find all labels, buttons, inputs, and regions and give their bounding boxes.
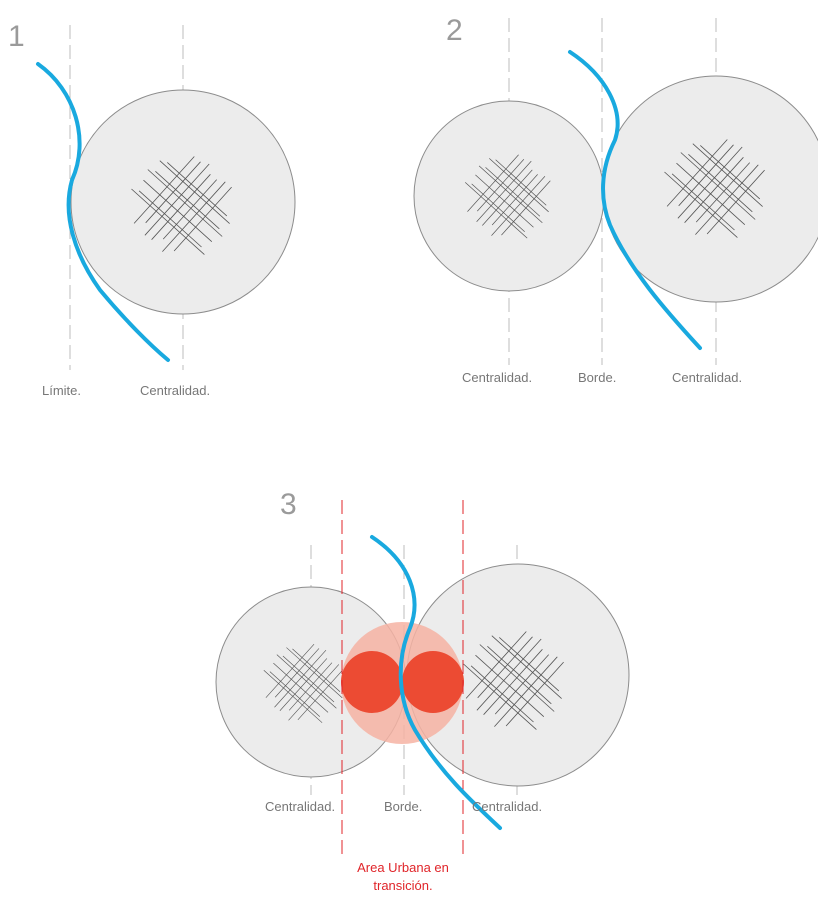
street-line [265,643,315,698]
panel-3-number: 3 [280,488,297,521]
street-line [173,186,232,252]
street-line [476,638,542,711]
panel-1-number: 1 [8,20,25,53]
street-line [695,164,759,235]
street-line [133,156,195,224]
street-line [482,169,533,226]
street-line [666,139,728,207]
panel-2: 2 Centralidad. Borde. Centralidad. [413,14,818,385]
street-line [274,649,327,708]
street-line [494,654,549,715]
street-line [476,160,532,222]
street-grid [131,156,232,255]
label-centralidad-right: Centralidad. [472,799,542,814]
street-line [151,174,211,240]
street-grid-right [664,139,765,238]
border-edge [568,50,702,350]
street-line [279,658,328,711]
transition-label-line-1: Area Urbana en [357,860,449,875]
label-centralidad: Centralidad. [140,383,210,398]
street-line [706,169,765,235]
street-line [677,146,743,219]
street-line [297,668,345,721]
street-line [477,636,533,699]
street-line [477,159,525,212]
limit-edge [36,62,170,362]
street-line [467,154,519,212]
street-line [274,648,320,698]
label-centralidad-right: Centralidad. [672,370,742,385]
street-line [678,144,734,207]
street-line [695,162,750,223]
panel-2-number: 2 [446,14,463,47]
label-borde: Borde. [578,370,616,385]
street-line [144,163,210,236]
street-line [491,176,546,236]
street-line [483,649,543,715]
street-line [684,157,744,223]
street-line [288,662,333,711]
street-line [145,161,201,224]
panel-3: 3 Centralidad. Borde. Centralidad. Area … [215,488,630,893]
street-line [288,664,340,721]
street-grid-left [263,643,345,723]
street-line [162,181,226,252]
transition-label-line-2: transición. [373,878,432,893]
label-limite: Límite. [42,383,81,398]
street-line [501,180,551,236]
panel-1: 1 Límite. Centralidad. [8,20,296,398]
transition-core-left [341,651,403,713]
label-centralidad-left: Centralidad. [462,370,532,385]
label-borde: Borde. [384,799,422,814]
border-edge [370,535,502,830]
street-line [494,656,558,727]
street-line [491,174,538,226]
centrality-circle [70,89,296,315]
street-grid-right [463,631,564,730]
street-line [162,179,217,240]
label-centralidad-left: Centralidad. [265,799,335,814]
street-line [465,631,527,699]
street-line [505,661,564,727]
street-grid-left [464,154,551,239]
transition-core-right [402,651,464,713]
